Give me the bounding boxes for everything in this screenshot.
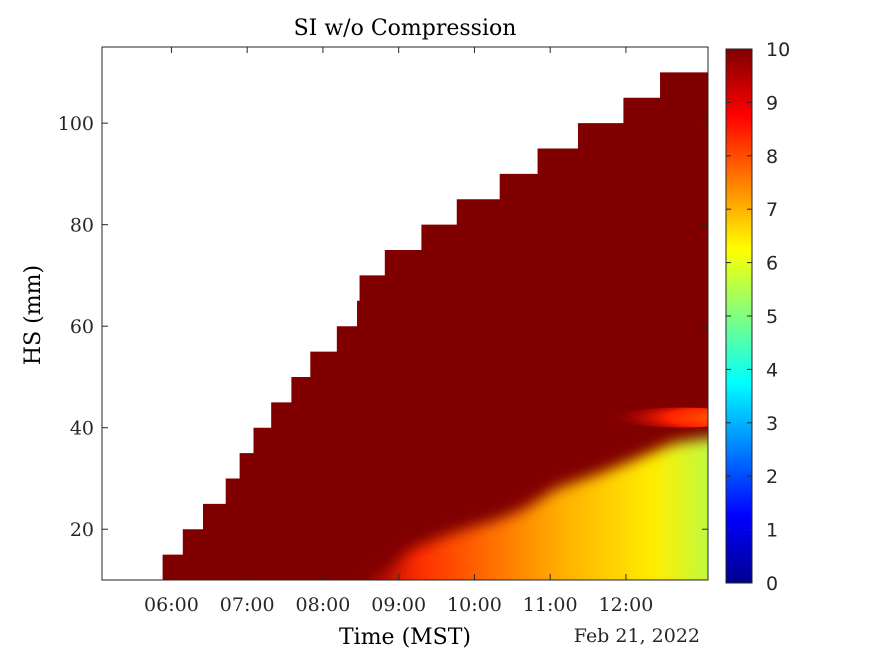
x-tick-label: 09:00: [371, 594, 426, 616]
y-tick-label: 100: [58, 113, 94, 135]
x-tick-label: 12:00: [599, 594, 654, 616]
colorbar-tick-label: 3: [766, 413, 778, 435]
colorbar-tick-label: 6: [766, 253, 778, 275]
y-axis: 20 40 60 80 100: [58, 113, 708, 541]
x-tick-label: 06:00: [144, 594, 199, 616]
colorbar-tick-label: 7: [766, 199, 778, 221]
colorbar-ticks: 0 1 2 3 4 5 6 7 8 9 10: [726, 39, 790, 595]
x-tick-label: 10:00: [447, 594, 502, 616]
colorbar-tick-label: 1: [766, 520, 778, 542]
snowpack-field: [162, 72, 708, 580]
colorbar-tick-label: 5: [766, 306, 778, 328]
colorbar-tick-label: 10: [766, 39, 790, 61]
colorbar-tick-label: 4: [766, 359, 778, 381]
date-label: Feb 21, 2022: [574, 625, 700, 647]
colorbar-tick-label: 2: [766, 466, 778, 488]
x-axis-label: Time (MST): [339, 625, 471, 650]
weak-layer-40mm: [613, 407, 708, 428]
x-tick-label: 08:00: [296, 594, 351, 616]
colorbar-tick-label: 0: [766, 573, 778, 595]
chart-title: SI w/o Compression: [294, 16, 517, 41]
x-axis: 06:00 07:00 08:00 09:00 10:00 11:00 12:00: [144, 47, 653, 616]
colorbar-tick-label: 8: [766, 146, 778, 168]
x-tick-label: 07:00: [220, 594, 275, 616]
colorbar: 0 1 2 3 4 5 6 7 8 9 10: [725, 39, 790, 595]
plot-frame: [101, 46, 709, 581]
y-axis-label: HS (mm): [21, 265, 46, 365]
y-tick-label: 80: [70, 215, 94, 237]
y-tick-label: 60: [70, 316, 94, 338]
y-tick-label: 40: [70, 418, 94, 440]
y-tick-label: 20: [70, 519, 94, 541]
plot-area: 06:00 07:00 08:00 09:00 10:00 11:00 12:00 20 40…: [58, 46, 709, 616]
colorbar-tick-label: 9: [766, 92, 778, 114]
x-tick-label: 11:00: [523, 594, 578, 616]
low-stability-region: [360, 437, 708, 580]
